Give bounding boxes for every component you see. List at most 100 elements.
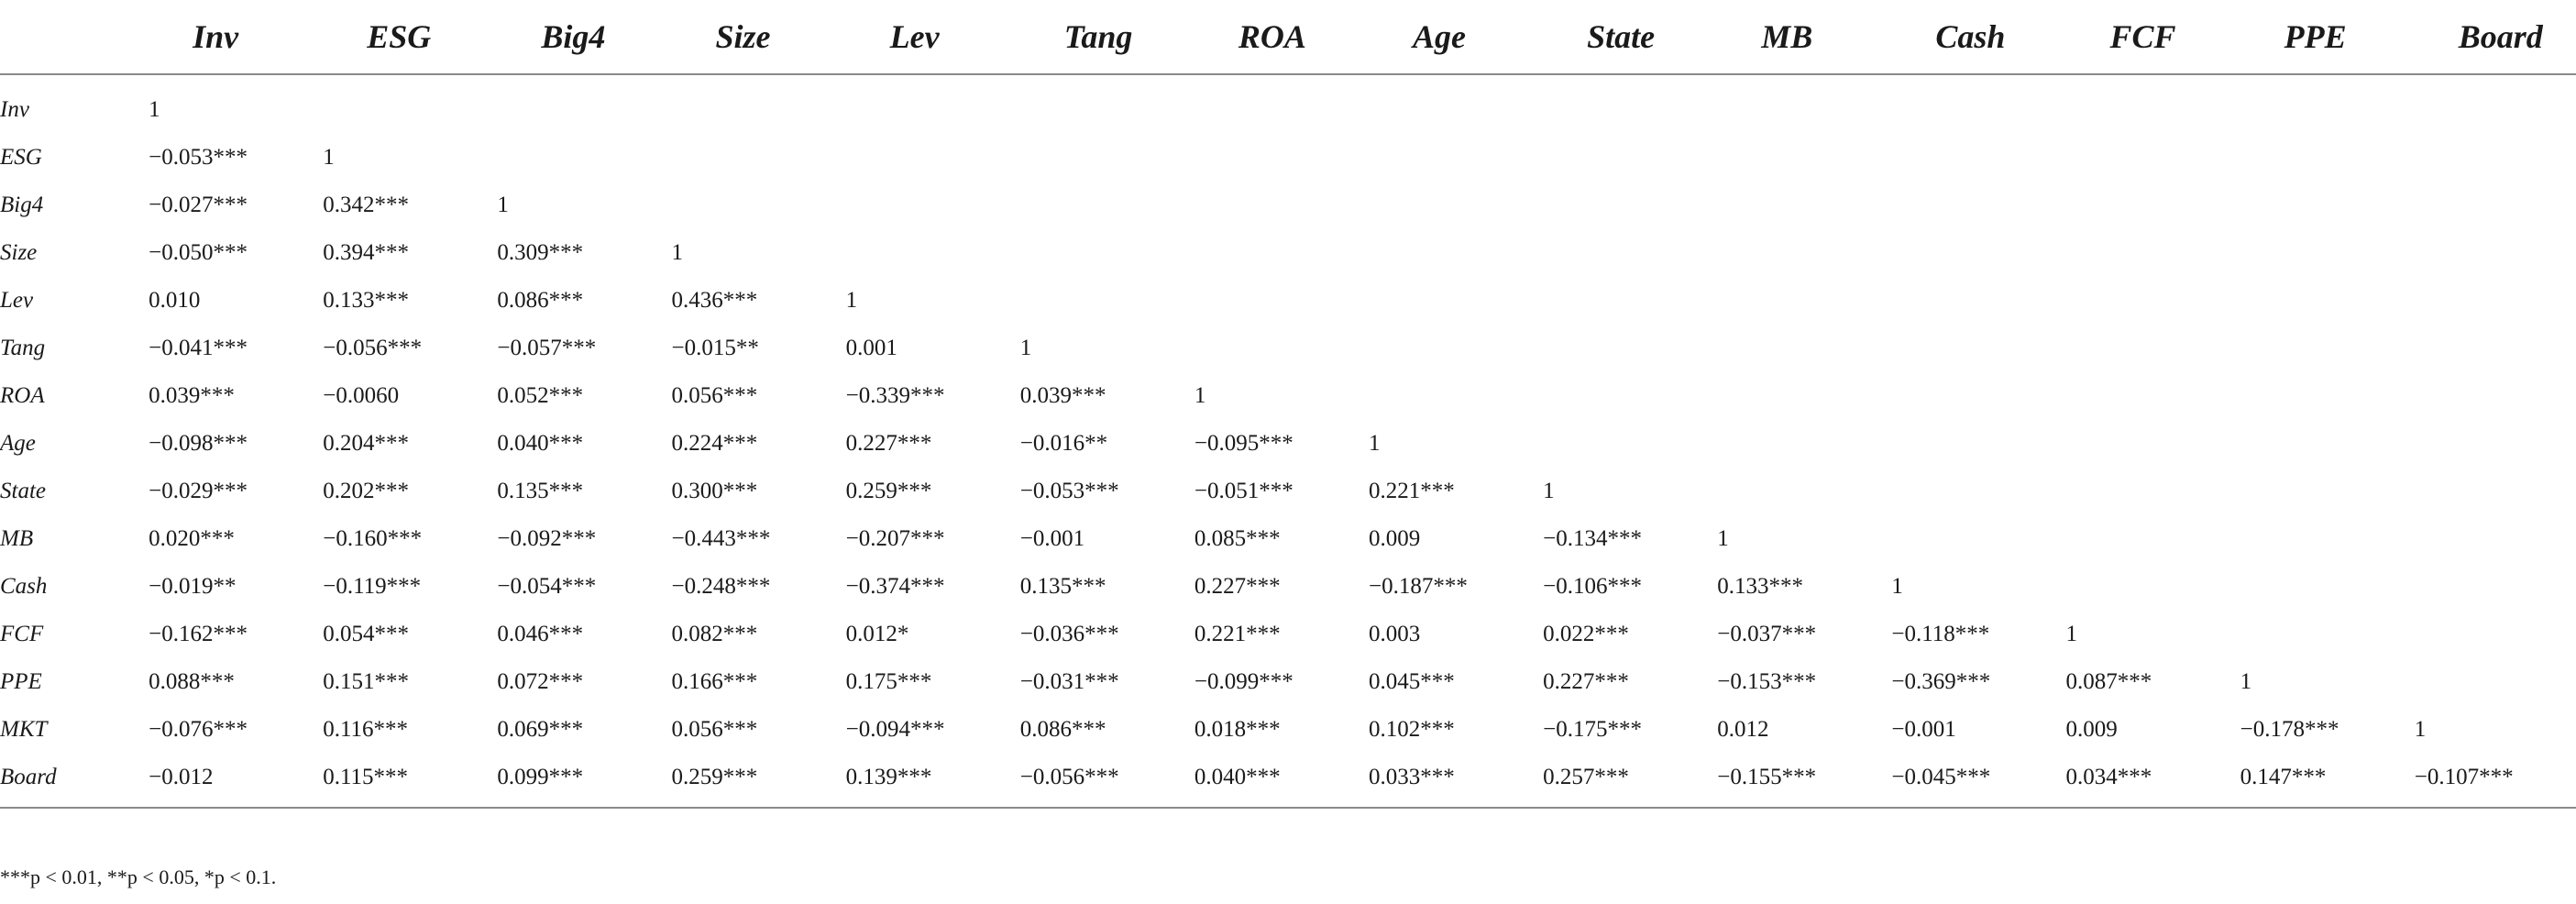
correlation-cell — [2053, 277, 2227, 325]
correlation-cell: −0.001 — [1891, 717, 1956, 742]
correlation-cell: 0.020*** — [149, 526, 235, 551]
column-header-label: Big4 — [541, 18, 606, 55]
column-header-age: Age — [1355, 0, 1531, 75]
correlation-cell — [1007, 134, 1182, 182]
significance-footnote: ***p < 0.01, **p < 0.05, *p < 0.1. — [0, 865, 277, 888]
correlation-cell: −0.053*** — [149, 145, 248, 170]
correlation-cell — [833, 74, 1007, 134]
correlation-cell — [658, 74, 832, 134]
correlation-cell: 0.133*** — [1717, 574, 1803, 599]
table-row: ROA 0.039*** −0.0060 0.052*** 0.056*** −0.339… — [0, 372, 2576, 420]
column-header-label: FCF — [2109, 18, 2176, 55]
correlation-matrix-table: Inv ESG Big4 Size Lev Tang ROA Age State MB Cash FC… — [0, 0, 2576, 789]
row-label: State — [0, 479, 46, 503]
correlation-cell: 1 — [323, 145, 335, 170]
correlation-cell: −0.094*** — [845, 717, 945, 742]
row-label: ESG — [0, 145, 42, 170]
correlation-cell: −0.175*** — [1543, 717, 1642, 742]
correlation-cell — [1007, 277, 1182, 325]
column-header-ppe: PPE — [2227, 0, 2402, 75]
correlation-cell — [1878, 277, 2053, 325]
correlation-cell — [658, 182, 832, 229]
table-row: Big4 −0.027*** 0.342*** 1 — [0, 182, 2576, 229]
correlation-cell: −0.187*** — [1368, 574, 1468, 599]
correlation-cell: −0.054*** — [497, 574, 597, 599]
correlation-cell: 0.139*** — [845, 765, 932, 789]
column-header-tang: Tang — [1007, 0, 1182, 75]
correlation-cell — [1356, 277, 1530, 325]
correlation-cell: 0.102*** — [1368, 717, 1455, 742]
row-label: Tang — [0, 336, 46, 360]
correlation-cell: 1 — [2065, 622, 2077, 646]
correlation-cell: −0.207*** — [845, 526, 945, 551]
correlation-cell: −0.016** — [1019, 431, 1108, 456]
correlation-cell: 0.257*** — [1543, 765, 1629, 789]
correlation-cell: 0.300*** — [671, 479, 758, 503]
correlation-cell: −0.015** — [671, 336, 759, 360]
correlation-cell — [2402, 325, 2576, 372]
column-header-board: Board — [2401, 0, 2576, 75]
row-label: Lev — [0, 288, 34, 313]
correlation-cell: 0.147*** — [2240, 765, 2327, 789]
correlation-cell — [2402, 134, 2576, 182]
column-header-label: Size — [715, 18, 771, 55]
correlation-cell: 0.018*** — [1194, 717, 1281, 742]
correlation-cell: 0.082*** — [671, 622, 758, 646]
correlation-cell: 0.259*** — [845, 479, 932, 503]
correlation-cell: 1 — [497, 193, 509, 217]
correlation-cell: 0.175*** — [845, 669, 932, 694]
correlation-cell: 0.012* — [845, 622, 909, 646]
correlation-cell: −0.036*** — [1019, 622, 1119, 646]
correlation-cell: −0.160*** — [323, 526, 423, 551]
correlation-cell — [310, 74, 484, 134]
column-header-roa: ROA — [1181, 0, 1356, 75]
correlation-cell: 1 — [1543, 479, 1555, 503]
correlation-cell — [2228, 468, 2402, 515]
correlation-cell: −0.106*** — [1543, 574, 1642, 599]
correlation-cell — [2053, 372, 2227, 420]
column-header-label: Inv — [193, 18, 239, 55]
correlation-cell — [2228, 372, 2402, 420]
correlation-cell: −0.031*** — [1019, 669, 1119, 694]
correlation-cell — [1878, 229, 2053, 277]
correlation-cell: 0.227*** — [845, 431, 932, 456]
correlation-cell: 0.012 — [1717, 717, 1769, 742]
correlation-cell: 1 — [2414, 717, 2427, 742]
correlation-cell: −0.041*** — [149, 336, 248, 360]
correlation-cell — [1530, 134, 1704, 182]
correlation-cell: −0.045*** — [1891, 765, 1991, 789]
table-header: Inv ESG Big4 Size Lev Tang ROA Age State MB Cash FC… — [0, 0, 2576, 75]
correlation-cell: 0.135*** — [497, 479, 584, 503]
correlation-cell — [2053, 134, 2227, 182]
correlation-cell: −0.095*** — [1194, 431, 1294, 456]
correlation-cell — [833, 182, 1007, 229]
correlation-cell: 0.056*** — [671, 717, 758, 742]
correlation-cell — [1704, 277, 1878, 325]
correlation-cell — [2228, 611, 2402, 658]
column-header-label: Cash — [1935, 18, 2006, 55]
correlation-cell: 0.085*** — [1194, 526, 1281, 551]
correlation-cell — [1182, 229, 1356, 277]
correlation-cell: −0.0060 — [323, 383, 400, 408]
table-row: Size −0.050*** 0.394*** 0.309*** 1 — [0, 229, 2576, 277]
correlation-cell — [2228, 420, 2402, 468]
correlation-cell — [1704, 134, 1878, 182]
correlation-cell — [1182, 134, 1356, 182]
correlation-cell — [1878, 372, 2053, 420]
correlation-cell: 0.039*** — [1019, 383, 1106, 408]
correlation-cell: −0.092*** — [497, 526, 597, 551]
column-header-mb: MB — [1704, 0, 1879, 75]
correlation-cell — [1007, 182, 1182, 229]
correlation-cell: 0.052*** — [497, 383, 584, 408]
correlation-cell: −0.118*** — [1891, 622, 1990, 646]
correlation-cell: 0.436*** — [671, 288, 758, 313]
correlation-cell: 1 — [149, 97, 160, 122]
column-header-cash: Cash — [1878, 0, 2053, 75]
row-label: Size — [0, 240, 38, 265]
row-label: FCF — [0, 622, 44, 646]
table-row: Inv 1 — [0, 74, 2576, 134]
correlation-cell — [1704, 182, 1878, 229]
correlation-cell — [1530, 74, 1704, 134]
correlation-cell: 0.086*** — [497, 288, 584, 313]
column-header-label: ESG — [367, 18, 432, 55]
